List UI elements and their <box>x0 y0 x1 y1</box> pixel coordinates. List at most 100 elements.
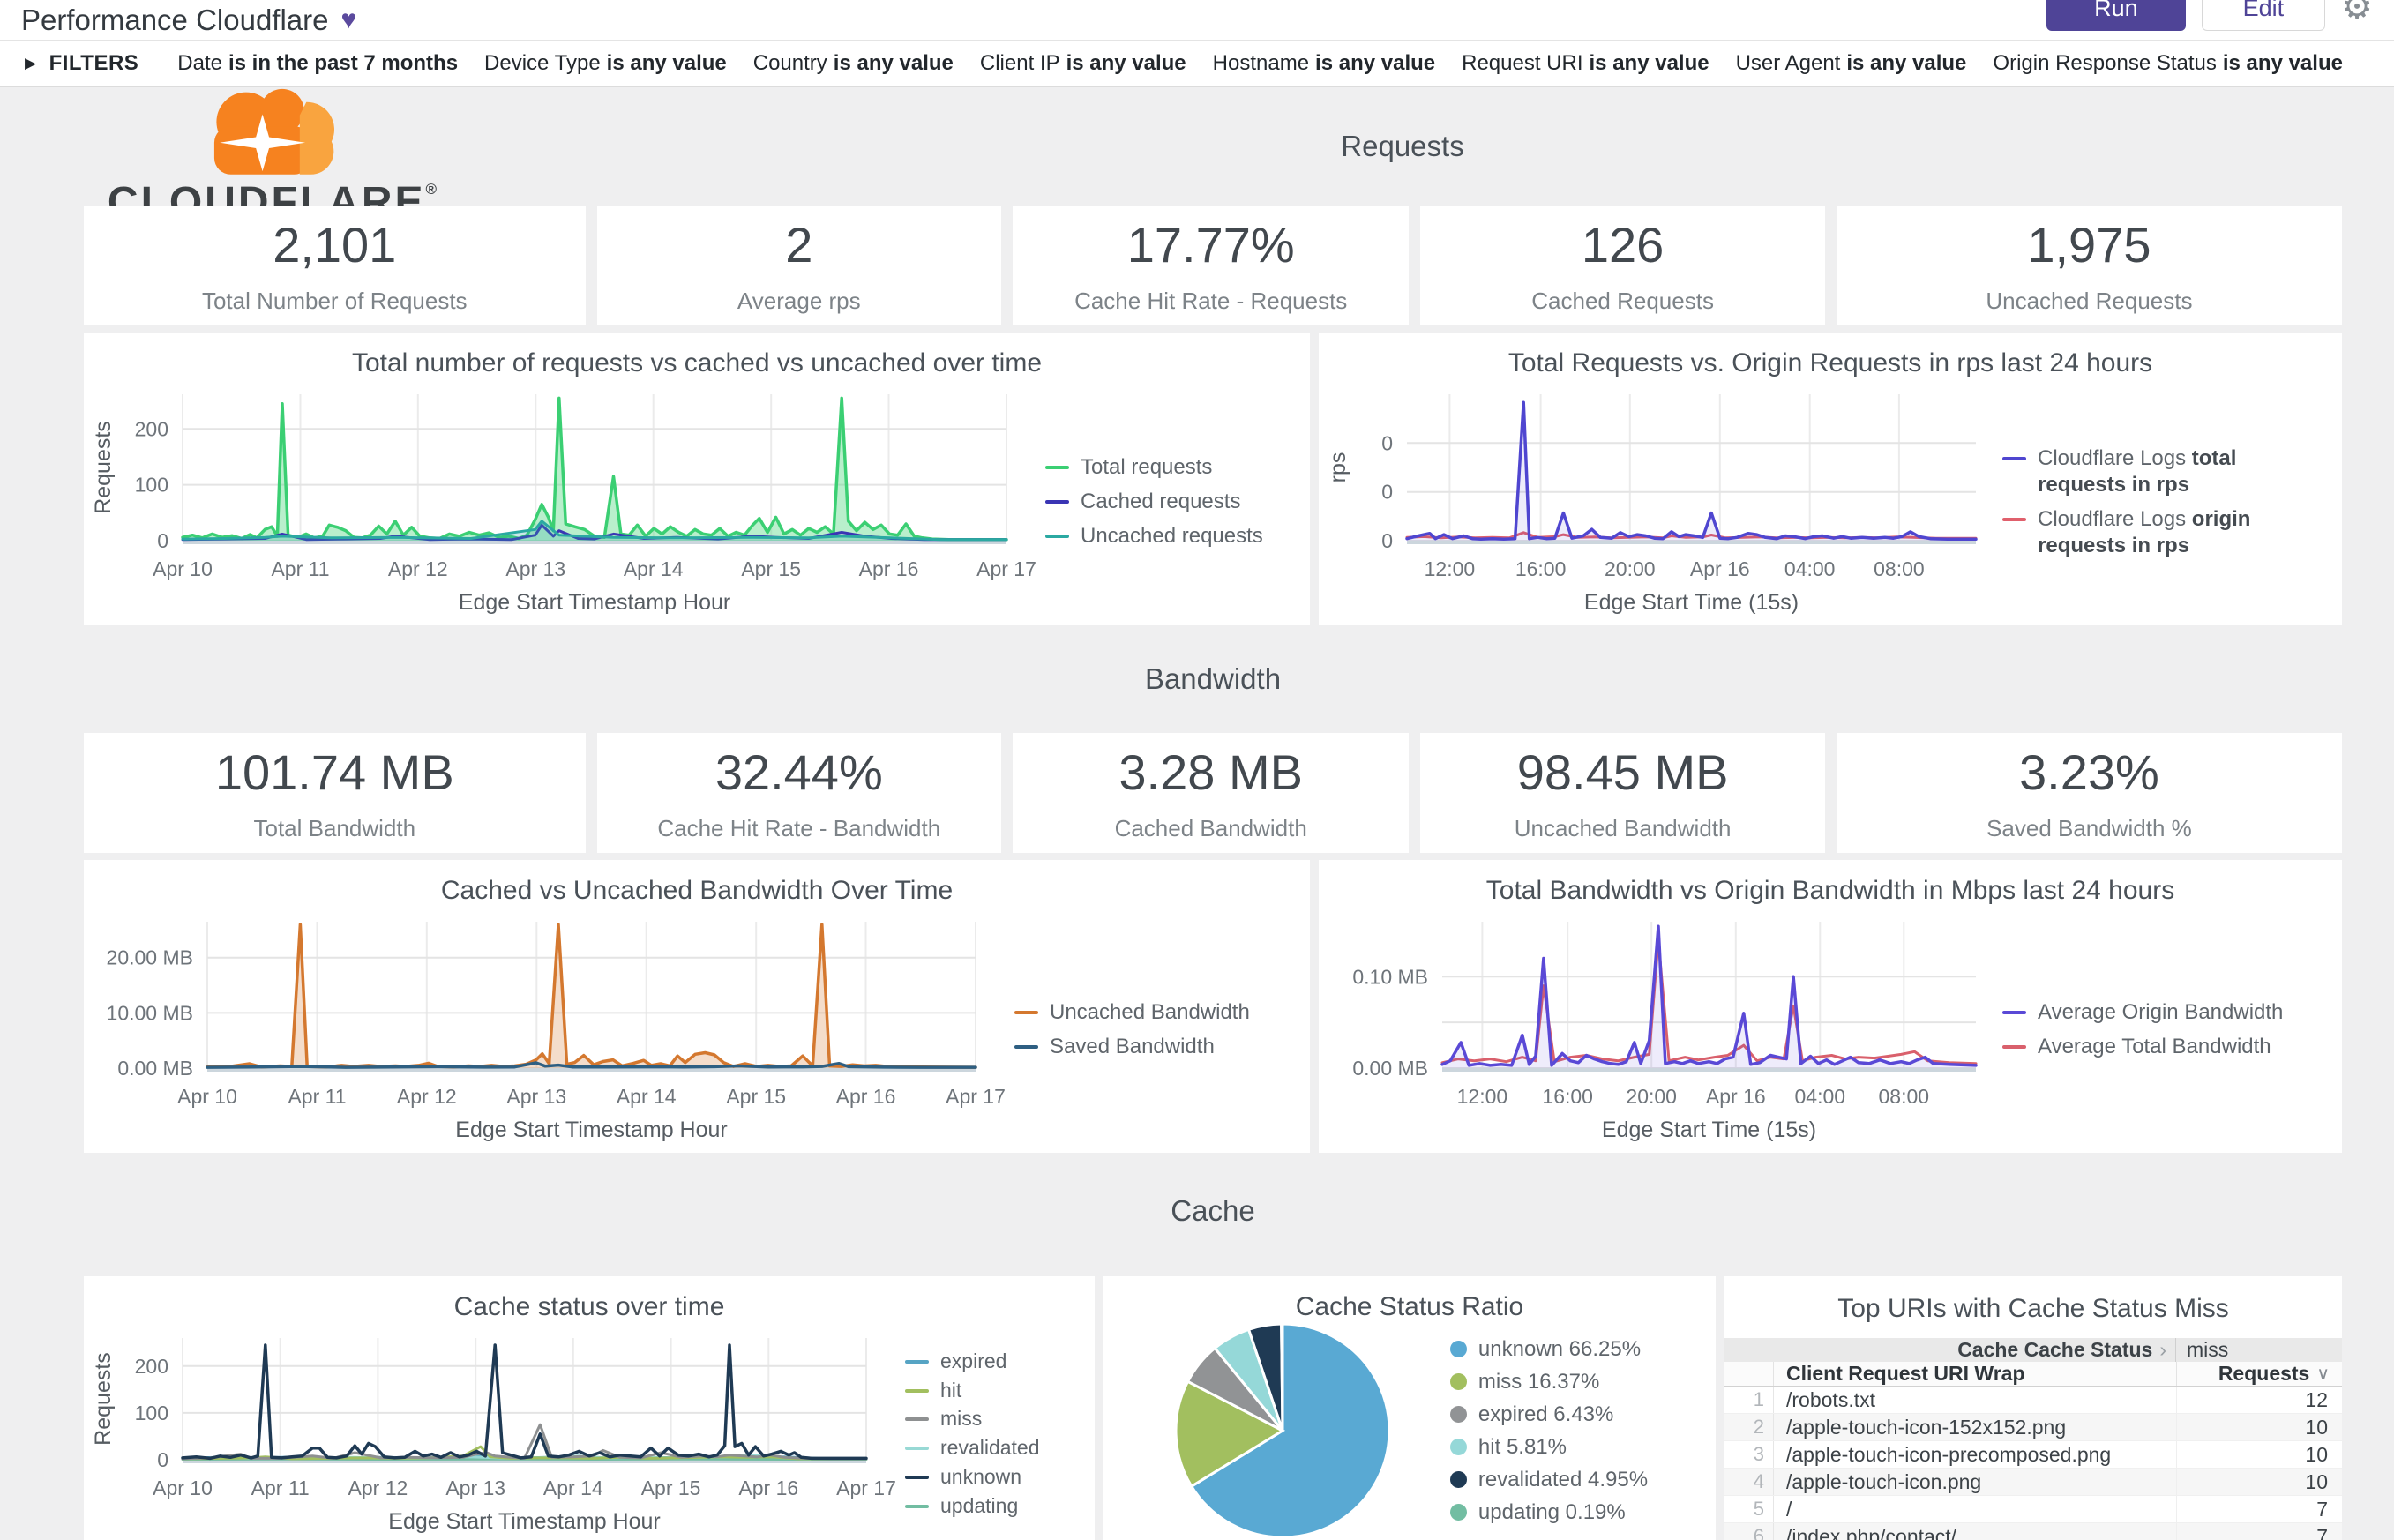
svg-text:16:00: 16:00 <box>1542 1085 1593 1108</box>
legend-item[interactable]: expired <box>905 1349 1081 1374</box>
legend-item[interactable]: Uncached requests <box>1045 523 1296 549</box>
svg-text:08:00: 08:00 <box>1874 557 1925 580</box>
kpi-cached-bandwidth: 3.28 MB Cached Bandwidth <box>1013 733 1410 853</box>
kpi-value: 126 <box>1581 217 1665 273</box>
kpi-label: Cached Bandwidth <box>1114 815 1307 841</box>
legend-swatch-icon <box>1014 1010 1038 1014</box>
svg-text:Apr 13: Apr 13 <box>505 557 565 580</box>
kpi-value: 3.28 MB <box>1118 744 1303 800</box>
bandwidth-mbps-legend: Average Origin Bandwidth Average Total Ba… <box>2002 906 2342 1153</box>
filter-client-ip[interactable]: Client IP is any value <box>979 51 1186 75</box>
legend-swatch-icon <box>905 1417 929 1422</box>
run-button[interactable]: Run <box>2046 0 2186 31</box>
legend-label: Average Origin Bandwidth <box>2038 999 2284 1024</box>
legend-item[interactable]: Cloudflare Logs total requests in rps <box>2002 445 2328 498</box>
svg-text:Edge Start Timestamp Hour: Edge Start Timestamp Hour <box>388 1509 660 1534</box>
requests-column-header[interactable]: Requests ∨ <box>2176 1362 2342 1386</box>
requests-cell: 10 <box>2176 1469 2342 1495</box>
legend-item[interactable]: miss 16.37% <box>1449 1369 1648 1395</box>
legend-item[interactable]: Average Total Bandwidth <box>2002 1034 2328 1060</box>
svg-text:Requests: Requests <box>91 421 116 514</box>
svg-text:200: 200 <box>135 417 168 440</box>
legend-item[interactable]: unknown 66.25% <box>1449 1336 1648 1363</box>
legend-label: Saved Bandwidth <box>1050 1034 1215 1058</box>
filter-origin-response-status[interactable]: Origin Response Status is any value <box>1993 51 2343 75</box>
uri-cell: /apple-touch-icon-precomposed.png <box>1786 1442 2112 1466</box>
legend-swatch-icon <box>1045 500 1069 504</box>
requests-section-header: CLOUDFLARE ® Requests <box>84 87 2342 224</box>
filters-toggle[interactable]: ▶ FILTERS <box>25 51 138 76</box>
legend-item[interactable]: updating <box>905 1493 1081 1519</box>
kpi-cache-hit-rate-requests: 17.77% Cache Hit Rate - Requests <box>1013 206 1410 325</box>
heart-icon: ♥ <box>340 5 357 34</box>
table-pivot-row: Cache Cache Status › miss <box>1724 1338 2342 1362</box>
legend-label: Uncached Bandwidth <box>1050 999 1250 1024</box>
requests-cell: 10 <box>2176 1441 2342 1468</box>
filter-country[interactable]: Country is any value <box>752 51 954 75</box>
svg-text:16:00: 16:00 <box>1515 557 1567 580</box>
legend-item[interactable]: revalidated <box>905 1435 1081 1461</box>
filters-label: FILTERS <box>49 51 139 75</box>
legend-item[interactable]: updating 0.19% <box>1449 1499 1648 1526</box>
legend-item[interactable]: hit <box>905 1378 1081 1403</box>
cache-row: Cache status over time Apr 10 Apr 11 Apr 1… <box>84 1276 2342 1540</box>
svg-text:Apr 17: Apr 17 <box>946 1085 1006 1108</box>
legend-item[interactable]: Total requests <box>1045 454 1296 481</box>
legend-item[interactable]: revalidated 4.95% <box>1449 1467 1648 1493</box>
svg-text:Edge Start Time (15s): Edge Start Time (15s) <box>1602 1118 1816 1142</box>
legend-item[interactable]: Uncached Bandwidth <box>1014 999 1296 1026</box>
legend-swatch-icon <box>905 1504 929 1508</box>
legend-item[interactable]: expired 6.43% <box>1449 1402 1648 1428</box>
table-row: 6/index.php/contact/7 <box>1724 1523 2342 1540</box>
legend-swatch-icon <box>1449 1405 1467 1423</box>
bandwidth-kpi-row: 101.74 MB Total Bandwidth 32.44% Cache Hit … <box>84 733 2342 853</box>
legend-item[interactable]: Cloudflare Logs origin requests in rps <box>2002 506 2328 559</box>
filter-bar: ▶ FILTERS Date is in the past 7 months Dev… <box>0 41 2394 87</box>
requests-cell: 7 <box>2176 1496 2342 1522</box>
svg-text:20:00: 20:00 <box>1605 557 1656 580</box>
svg-text:Apr 17: Apr 17 <box>836 1476 896 1499</box>
legend-item[interactable]: Saved Bandwidth <box>1014 1034 1296 1060</box>
kpi-value: 2,101 <box>273 217 397 273</box>
filter-user-agent[interactable]: User Agent is any value <box>1735 51 1967 75</box>
requests-cell: 10 <box>2176 1414 2342 1440</box>
row-number: 3 <box>1724 1441 1774 1468</box>
legend-item[interactable]: unknown <box>905 1464 1081 1490</box>
filter-request-uri[interactable]: Request URI is any value <box>1462 51 1709 75</box>
svg-text:04:00: 04:00 <box>1795 1085 1846 1108</box>
uri-column-header[interactable]: Client Request URI Wrap <box>1786 1362 2025 1385</box>
gear-icon[interactable]: ⚙ <box>2341 0 2373 26</box>
bandwidth-mbps-plot: 12:00 16:00 20:00 Apr 16 04:00 08:00 0.00 MB 0.… <box>1352 922 1978 1142</box>
legend-label: Total requests <box>1081 455 1213 479</box>
registered-mark: ® <box>425 181 440 198</box>
table-row: 3/apple-touch-icon-precomposed.png 10 <box>1724 1441 2342 1469</box>
filter-date[interactable]: Date is in the past 7 months <box>177 51 459 75</box>
kpi-label: Cache Hit Rate - Requests <box>1074 288 1348 314</box>
kpi-label: Total Number of Requests <box>201 288 468 314</box>
svg-text:Apr 11: Apr 11 <box>288 1085 346 1108</box>
legend-item[interactable]: Average Origin Bandwidth <box>2002 999 2328 1026</box>
dashboard-content: CLOUDFLARE ® Requests 2,101 Total Number o… <box>0 87 2394 1540</box>
pivot-column-header[interactable]: Cache Cache Status › <box>1724 1338 2176 1362</box>
legend-swatch-icon <box>2002 517 2026 521</box>
legend-item[interactable]: miss <box>905 1406 1081 1432</box>
sort-desc-icon: ∨ <box>2316 1364 2330 1384</box>
filter-hostname[interactable]: Hostname is any value <box>1212 51 1436 75</box>
legend-item[interactable]: hit 5.81% <box>1449 1434 1648 1461</box>
kpi-label: Cached Requests <box>1531 288 1714 314</box>
svg-text:Apr 10: Apr 10 <box>153 1476 213 1499</box>
page-title: Performance Cloudflare ♥ <box>21 4 356 37</box>
svg-text:08:00: 08:00 <box>1879 1085 1930 1108</box>
svg-text:100: 100 <box>135 474 168 497</box>
uri-cell: /index.php/contact/ <box>1786 1524 1957 1540</box>
edit-button[interactable]: Edit <box>2201 0 2326 31</box>
legend-item[interactable]: Cached requests <box>1045 489 1296 515</box>
svg-text:Edge Start Time (15s): Edge Start Time (15s) <box>1584 590 1799 615</box>
legend-label: updating <box>940 1493 1019 1517</box>
filter-device-type[interactable]: Device Type is any value <box>484 51 727 75</box>
legend-label: miss 16.37% <box>1478 1369 1600 1394</box>
row-number: 6 <box>1724 1523 1774 1540</box>
svg-text:Apr 16: Apr 16 <box>738 1476 798 1499</box>
chart-title: Cache Status Ratio <box>1295 1292 1524 1321</box>
chart-title: Cache status over time <box>453 1292 725 1321</box>
